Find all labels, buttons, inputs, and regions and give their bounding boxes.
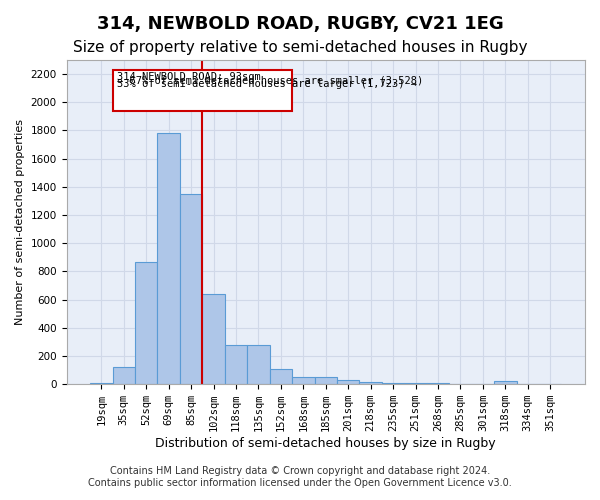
Bar [359,382,382,384]
Text: 314 NEWBOLD ROAD: 93sqm: 314 NEWBOLD ROAD: 93sqm [116,72,260,82]
Text: 33% of semi-detached houses are larger (1,723) →: 33% of semi-detached houses are larger (… [116,79,416,89]
Bar [202,294,225,384]
Text: Contains HM Land Registry data © Crown copyright and database right 2024.
Contai: Contains HM Land Registry data © Crown c… [88,466,512,487]
Text: 314, NEWBOLD ROAD, RUGBY, CV21 1EG: 314, NEWBOLD ROAD, RUGBY, CV21 1EG [97,15,503,33]
Bar [180,194,202,384]
FancyBboxPatch shape [113,70,292,110]
Bar [135,262,157,384]
Bar [427,383,449,384]
Bar [90,383,113,384]
Bar [269,370,292,384]
Bar [337,380,359,384]
Bar [113,366,135,384]
Bar [314,377,337,384]
Bar [292,377,314,384]
Y-axis label: Number of semi-detached properties: Number of semi-detached properties [15,119,25,325]
Bar [225,346,247,384]
Text: ← 67% of semi-detached houses are smaller (3,528): ← 67% of semi-detached houses are smalle… [116,76,423,86]
Bar [382,383,404,384]
Bar [404,383,427,384]
Bar [157,134,180,384]
Bar [247,346,269,384]
Bar [494,382,517,384]
Text: Size of property relative to semi-detached houses in Rugby: Size of property relative to semi-detach… [73,40,527,55]
X-axis label: Distribution of semi-detached houses by size in Rugby: Distribution of semi-detached houses by … [155,437,496,450]
